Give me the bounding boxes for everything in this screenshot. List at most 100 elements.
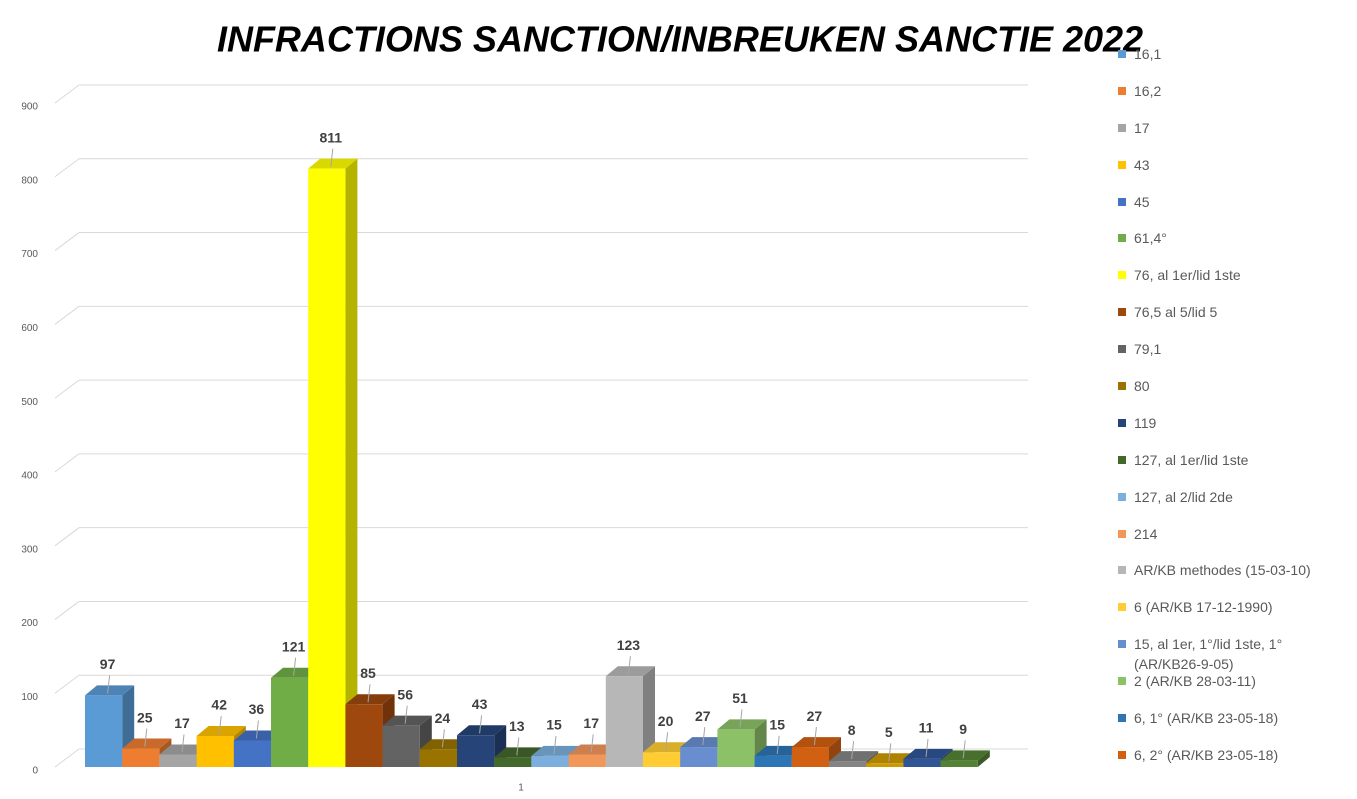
bar (419, 749, 457, 767)
legend-swatch (1118, 160, 1126, 169)
legend-label: 15, al 1er, 1°/lid 1ste, 1° (AR/KB26-9-0… (1134, 636, 1283, 673)
data-label: 20 (658, 713, 674, 729)
leader-line (590, 734, 594, 753)
y-tick-label: 300 (21, 544, 38, 555)
data-label: 17 (174, 715, 190, 731)
data-label: 27 (695, 708, 711, 724)
legend-swatch (1118, 640, 1126, 649)
legend-item: 61,4° (1118, 228, 1333, 265)
leader-line (218, 715, 222, 735)
legend-label: 16,1 (1134, 46, 1162, 62)
legend-swatch (1118, 677, 1126, 686)
bar-top (643, 742, 693, 753)
grid-line (54, 601, 80, 620)
grid-line (54, 379, 80, 399)
grid-line (54, 674, 80, 694)
bar-top (903, 748, 953, 759)
data-label: 24 (435, 710, 451, 726)
leader-line (404, 705, 408, 724)
bar-side (977, 750, 990, 767)
y-tick-label: 600 (21, 323, 38, 334)
legend-item: 119 (1118, 413, 1333, 450)
legend-item: 6, 1° (AR/KB 23-05-18) (1118, 708, 1333, 745)
data-label: 9 (959, 721, 967, 737)
bar-top (680, 737, 730, 748)
legend-swatch (1118, 271, 1126, 280)
legend-item: 15, al 1er, 1°/lid 1ste, 1° (AR/KB26-9-0… (1118, 634, 1333, 673)
legend-swatch (1118, 234, 1126, 243)
grid-line (54, 305, 80, 325)
grid-line (54, 453, 80, 473)
legend-swatch (1118, 123, 1126, 132)
bar-side (643, 666, 655, 767)
bar-top (159, 744, 209, 755)
legend-label: 61,4° (1134, 230, 1167, 247)
legend-swatch (1118, 492, 1126, 501)
bar (308, 168, 346, 767)
leader-line (888, 743, 892, 762)
bar (457, 735, 495, 767)
legend-item: 6 (AR/KB 17-12-1990) (1118, 597, 1333, 634)
bar (717, 729, 755, 767)
legend-label: 76, al 1er/lid 1ste (1134, 267, 1241, 284)
legend-item: 76,5 al 5/lid 5 (1118, 302, 1333, 339)
bar-top (754, 745, 804, 756)
bar (568, 754, 606, 767)
y-tick-label: 700 (21, 249, 38, 260)
bar (345, 704, 383, 767)
grid-line (54, 158, 80, 178)
y-tick-label: 400 (21, 471, 38, 482)
legend-swatch (1118, 750, 1126, 759)
grid-line (54, 232, 80, 251)
bar-top (308, 158, 358, 169)
data-label: 5 (885, 724, 893, 740)
legend-swatch (1118, 197, 1126, 206)
grid-line (54, 84, 80, 104)
leader-line (627, 656, 631, 675)
bar (605, 676, 643, 767)
data-label: 13 (509, 718, 525, 734)
bar-top (866, 753, 916, 764)
leader-line (776, 735, 780, 754)
data-label: 11 (919, 720, 934, 736)
bar-top (271, 667, 321, 678)
bar-top (382, 715, 432, 726)
leader-line (441, 729, 445, 748)
data-label: 8 (848, 722, 856, 738)
data-label: 36 (249, 701, 265, 717)
data-label: 85 (360, 665, 376, 681)
bar (940, 760, 978, 767)
legend-swatch (1118, 308, 1126, 317)
bar-top (829, 751, 879, 762)
bar (382, 725, 420, 767)
leader-line (739, 709, 743, 728)
chart-title: INFRACTIONS SANCTION/INBREUKEN SANCTIE 2… (217, 19, 1143, 60)
bar-top (233, 730, 283, 741)
legend-swatch (1118, 714, 1126, 723)
legend: 16,1 16,2 17 43 45 61,4° 76, al 1er/lid 1ste 76… (1118, 44, 1333, 782)
leader-line (330, 148, 334, 167)
legend-label: 6, 1° (AR/KB 23-05-18) (1134, 710, 1279, 727)
legend-label: 17 (1134, 119, 1150, 136)
legend-swatch (1118, 566, 1126, 575)
legend-label: 80 (1134, 378, 1150, 395)
leader-line (516, 737, 520, 756)
bar-top (791, 737, 841, 748)
legend-label: 127, al 2/lid 2de (1134, 488, 1233, 505)
legend-item: 214 (1118, 524, 1333, 561)
leader-line (479, 715, 483, 734)
leader-line (144, 728, 148, 747)
bar (159, 754, 197, 767)
legend-item: 43 (1118, 155, 1333, 192)
legend-item: 16,2 (1118, 81, 1333, 118)
y-tick-label: 100 (21, 692, 38, 703)
y-tick-label: 800 (21, 175, 38, 186)
legend-label: 214 (1134, 525, 1158, 542)
bar-top (494, 747, 544, 758)
bar (829, 761, 867, 767)
legend-swatch (1118, 382, 1126, 391)
bar-top (531, 745, 581, 756)
bar-top (568, 744, 618, 755)
legend-label: 119 (1134, 414, 1157, 431)
